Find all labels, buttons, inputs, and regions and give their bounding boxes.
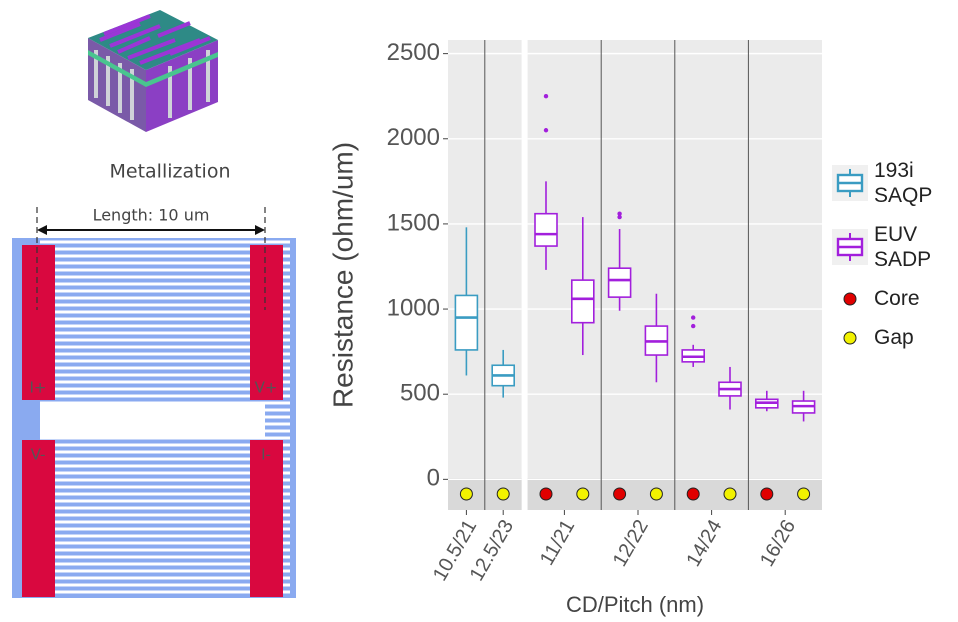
legend-label: 193i SAQP <box>874 159 933 207</box>
gap-indicator <box>649 487 663 501</box>
core-indicator <box>613 487 627 501</box>
outlier <box>543 128 549 133</box>
x-tick-label: 11/21 <box>536 516 579 569</box>
gap-indicator <box>723 487 737 501</box>
metallization-illustration <box>88 10 218 132</box>
box-body <box>570 279 595 324</box>
gap-indicator <box>576 487 590 501</box>
legend: 193i SAQP EUV SADP Core Gap <box>832 158 958 364</box>
outlier <box>691 315 696 320</box>
outlier <box>691 323 696 329</box>
x-tick-label: 12/22 <box>609 516 653 570</box>
outlier <box>617 211 622 216</box>
box <box>718 366 742 410</box>
box-body <box>454 294 479 351</box>
legend-swatch <box>843 331 857 344</box>
box <box>681 315 706 367</box>
y-tick-label: 2500 <box>387 39 440 66</box>
box <box>570 217 595 356</box>
pad-label: V- <box>31 446 46 464</box>
gap-indicator <box>459 487 473 501</box>
core-indicator <box>686 487 700 501</box>
box-body <box>534 212 558 247</box>
legend-entry: Core <box>832 286 958 311</box>
legend-label: Gap <box>874 326 914 349</box>
legend-swatch <box>832 229 868 265</box>
box <box>454 227 479 376</box>
x-tick-label: 14/24 <box>682 516 726 570</box>
y-axis-title: Resistance (ohm/um) <box>327 142 358 408</box>
legend-label: Core <box>874 287 920 310</box>
box <box>754 390 779 412</box>
legend-entry: EUV SADP <box>832 222 958 272</box>
y-tick-label: 1000 <box>387 294 440 321</box>
box <box>607 211 632 311</box>
outlier <box>617 214 622 220</box>
x-axis-title: CD/Pitch (nm) <box>566 592 704 617</box>
gap-indicator <box>496 487 510 501</box>
box <box>791 390 816 422</box>
diagram-caption: Metallization <box>109 161 230 183</box>
legend-label: EUV SADP <box>874 223 932 271</box>
x-tick-label: 16/26 <box>756 516 800 570</box>
box <box>491 349 516 398</box>
gap-indicator <box>797 487 811 501</box>
test-structure <box>12 207 296 598</box>
pad-label: V+ <box>255 379 278 397</box>
pad-label: I- <box>261 446 271 464</box>
outlier <box>543 93 549 99</box>
box-body <box>607 267 632 298</box>
core-indicator <box>760 487 774 501</box>
legend-swatch <box>832 165 868 201</box>
length-label: Length: 10 um <box>93 206 210 225</box>
y-tick-label: 0 <box>427 465 440 492</box>
box <box>644 293 669 383</box>
y-tick-label: 2000 <box>387 124 440 151</box>
legend-entry: Gap <box>832 325 958 350</box>
y-tick-label: 1500 <box>387 209 440 236</box>
box <box>534 93 558 270</box>
core-indicator <box>539 487 553 501</box>
legend-entry: 193i SAQP <box>832 158 958 208</box>
pad-label: I+ <box>30 379 47 397</box>
y-tick-label: 500 <box>400 380 440 407</box>
legend-swatch <box>843 292 857 305</box>
